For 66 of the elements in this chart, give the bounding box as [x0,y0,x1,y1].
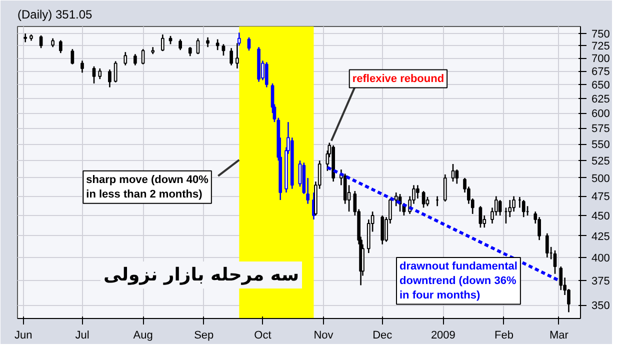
x-tick-label: Dec [372,330,393,342]
y-tick-label: 425 [592,230,610,243]
candlestick [264,62,268,88]
y-tick-label: 350 [592,300,610,312]
candlestick [134,53,137,66]
candlestick [70,48,74,65]
candlestick [237,32,241,46]
x-tick-label: Feb [494,330,514,342]
candlestick [247,36,251,52]
annotation: drawnout fundamental downtrend (down 36% in four months) [400,260,518,302]
y-tick-label: 450 [592,210,610,223]
candlestick [230,47,233,66]
candlestick [545,232,549,258]
annotation: سه مرحله بازار نزولی [104,264,300,286]
candlestick [196,38,200,55]
annotation: sharp move (down 40% in less than 2 months) [86,174,209,200]
candlestick [451,163,455,182]
y-tick-label: 475 [592,191,610,204]
candlestick [426,196,430,207]
candlestick [422,190,426,208]
chart-title: (Daily) 351.05 [18,8,93,22]
y-tick-label: 500 [592,172,610,185]
annotation: reflexive rebound [352,72,444,85]
y-tick-label: 675 [592,66,610,78]
candlestick [98,68,102,80]
x-tick-label: Jun [14,330,32,342]
candlestick [108,68,112,88]
y-tick-label: 650 [592,80,610,92]
candlestick [39,34,43,49]
candlestick [455,168,459,184]
x-tick-label: Jul [75,330,90,342]
candlestick [206,36,210,48]
y-tick-label: 750 [592,28,610,41]
y-tick-label: 400 [592,252,610,264]
candlestick [80,60,84,74]
x-tick-label: 2009 [430,330,456,342]
candlestick [222,44,226,56]
candlestick [58,40,62,54]
y-tick-label: 600 [592,108,610,120]
candlestick [216,38,220,51]
y-tick-label: 525 [592,156,610,168]
x-tick-label: Nov [314,330,334,342]
x-tick-label: Sep [194,330,214,342]
candlestick [124,51,128,66]
y-tick-label: 625 [592,93,610,106]
candlestick [114,60,118,83]
candlestick [416,184,420,200]
candlestick [178,38,182,51]
y-tick-label: 575 [592,123,610,136]
candlestick [478,205,482,228]
y-tick-label: 550 [592,139,610,152]
candlestick [553,250,557,275]
candlestick [443,174,447,202]
x-tick-label: Mar [549,330,569,342]
y-tick-label: 725 [592,40,610,53]
candlestick [498,199,502,216]
candlestick [141,48,145,65]
candlestick [160,34,164,52]
candlestick [92,66,96,84]
x-tick-label: Aug [133,330,153,342]
y-tick-label: 375 [592,275,610,288]
x-tick-label: Oct [254,330,272,342]
candlestick [380,214,384,245]
candlestick [522,199,526,218]
y-tick-label: 700 [592,53,610,66]
candlestick [559,266,563,291]
